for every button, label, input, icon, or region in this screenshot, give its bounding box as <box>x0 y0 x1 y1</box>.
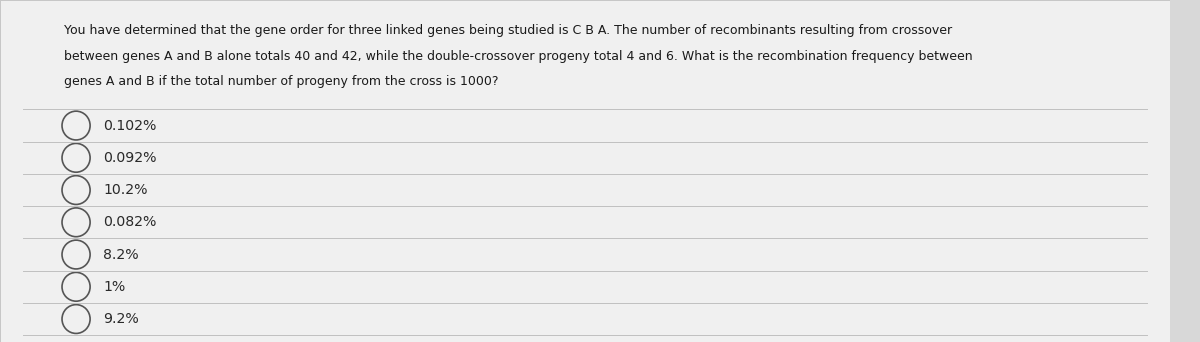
Text: 0.082%: 0.082% <box>103 215 156 229</box>
Text: 0.092%: 0.092% <box>103 151 156 165</box>
Text: You have determined that the gene order for three linked genes being studied is : You have determined that the gene order … <box>65 24 953 37</box>
Text: genes A and B if the total number of progeny from the cross is 1000?: genes A and B if the total number of pro… <box>65 75 499 88</box>
Text: between genes A and B alone totals 40 and 42, while the double-crossover progeny: between genes A and B alone totals 40 an… <box>65 50 973 63</box>
Text: 10.2%: 10.2% <box>103 183 148 197</box>
Text: 9.2%: 9.2% <box>103 312 139 326</box>
Text: 1%: 1% <box>103 280 125 294</box>
Text: 0.102%: 0.102% <box>103 119 156 133</box>
Text: 8.2%: 8.2% <box>103 248 139 262</box>
FancyBboxPatch shape <box>0 0 1170 342</box>
